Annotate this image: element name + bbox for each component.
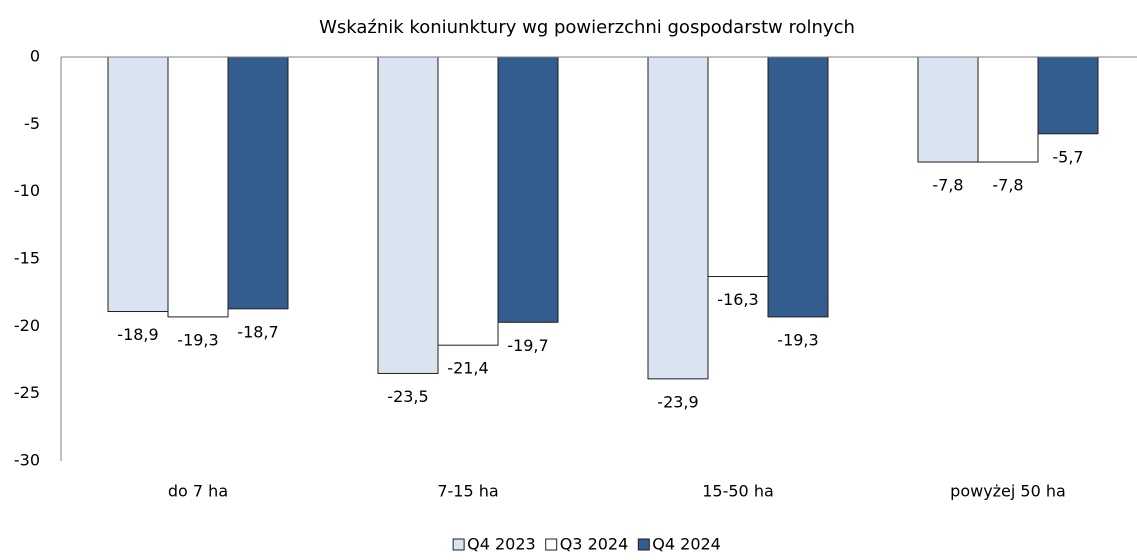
- bar: [167, 56, 229, 318]
- chart-title: Wskaźnik koniunktury wg powierzchni gosp…: [319, 17, 855, 38]
- legend-label: Q3 2024: [560, 535, 629, 554]
- bar: [1037, 56, 1099, 135]
- x-tick-label: powyżej 50 ha: [950, 482, 1066, 501]
- bar: [437, 56, 499, 346]
- legend-swatch: [545, 538, 558, 551]
- bar: [767, 56, 829, 318]
- legend-label: Q4 2023: [467, 535, 536, 554]
- y-tick-label: -10: [14, 181, 40, 200]
- y-tick-label: 0: [30, 47, 40, 66]
- bar: [107, 56, 169, 313]
- value-label: -23,9: [657, 392, 698, 411]
- bar: [377, 56, 439, 374]
- bar: [917, 56, 979, 163]
- bar: [647, 56, 709, 380]
- value-label: -18,9: [117, 325, 158, 344]
- bar: [497, 56, 559, 323]
- value-label: -7,8: [992, 176, 1023, 195]
- y-tick-label: -30: [14, 451, 40, 470]
- legend-swatch: [452, 538, 465, 551]
- value-label: -21,4: [447, 359, 488, 378]
- value-label: -16,3: [717, 290, 758, 309]
- value-label: -19,7: [507, 336, 548, 355]
- value-label: -7,8: [932, 176, 963, 195]
- y-tick-label: -25: [14, 383, 40, 402]
- x-tick-label: 7-15 ha: [437, 482, 498, 501]
- value-label: -23,5: [387, 387, 428, 406]
- legend-label: Q4 2024: [652, 535, 721, 554]
- bar: [707, 56, 769, 278]
- legend-swatch: [637, 538, 650, 551]
- y-tick-label: -15: [14, 249, 40, 268]
- value-label: -19,3: [177, 330, 218, 349]
- y-tick-label: -20: [14, 316, 40, 335]
- bar: [977, 56, 1039, 163]
- bar: [227, 56, 289, 310]
- value-label: -19,3: [777, 330, 818, 349]
- y-tick-label: -5: [24, 114, 40, 133]
- value-label: -18,7: [237, 322, 278, 341]
- value-label: -5,7: [1052, 147, 1083, 166]
- x-tick-label: 15-50 ha: [702, 482, 774, 501]
- x-tick-label: do 7 ha: [168, 482, 228, 501]
